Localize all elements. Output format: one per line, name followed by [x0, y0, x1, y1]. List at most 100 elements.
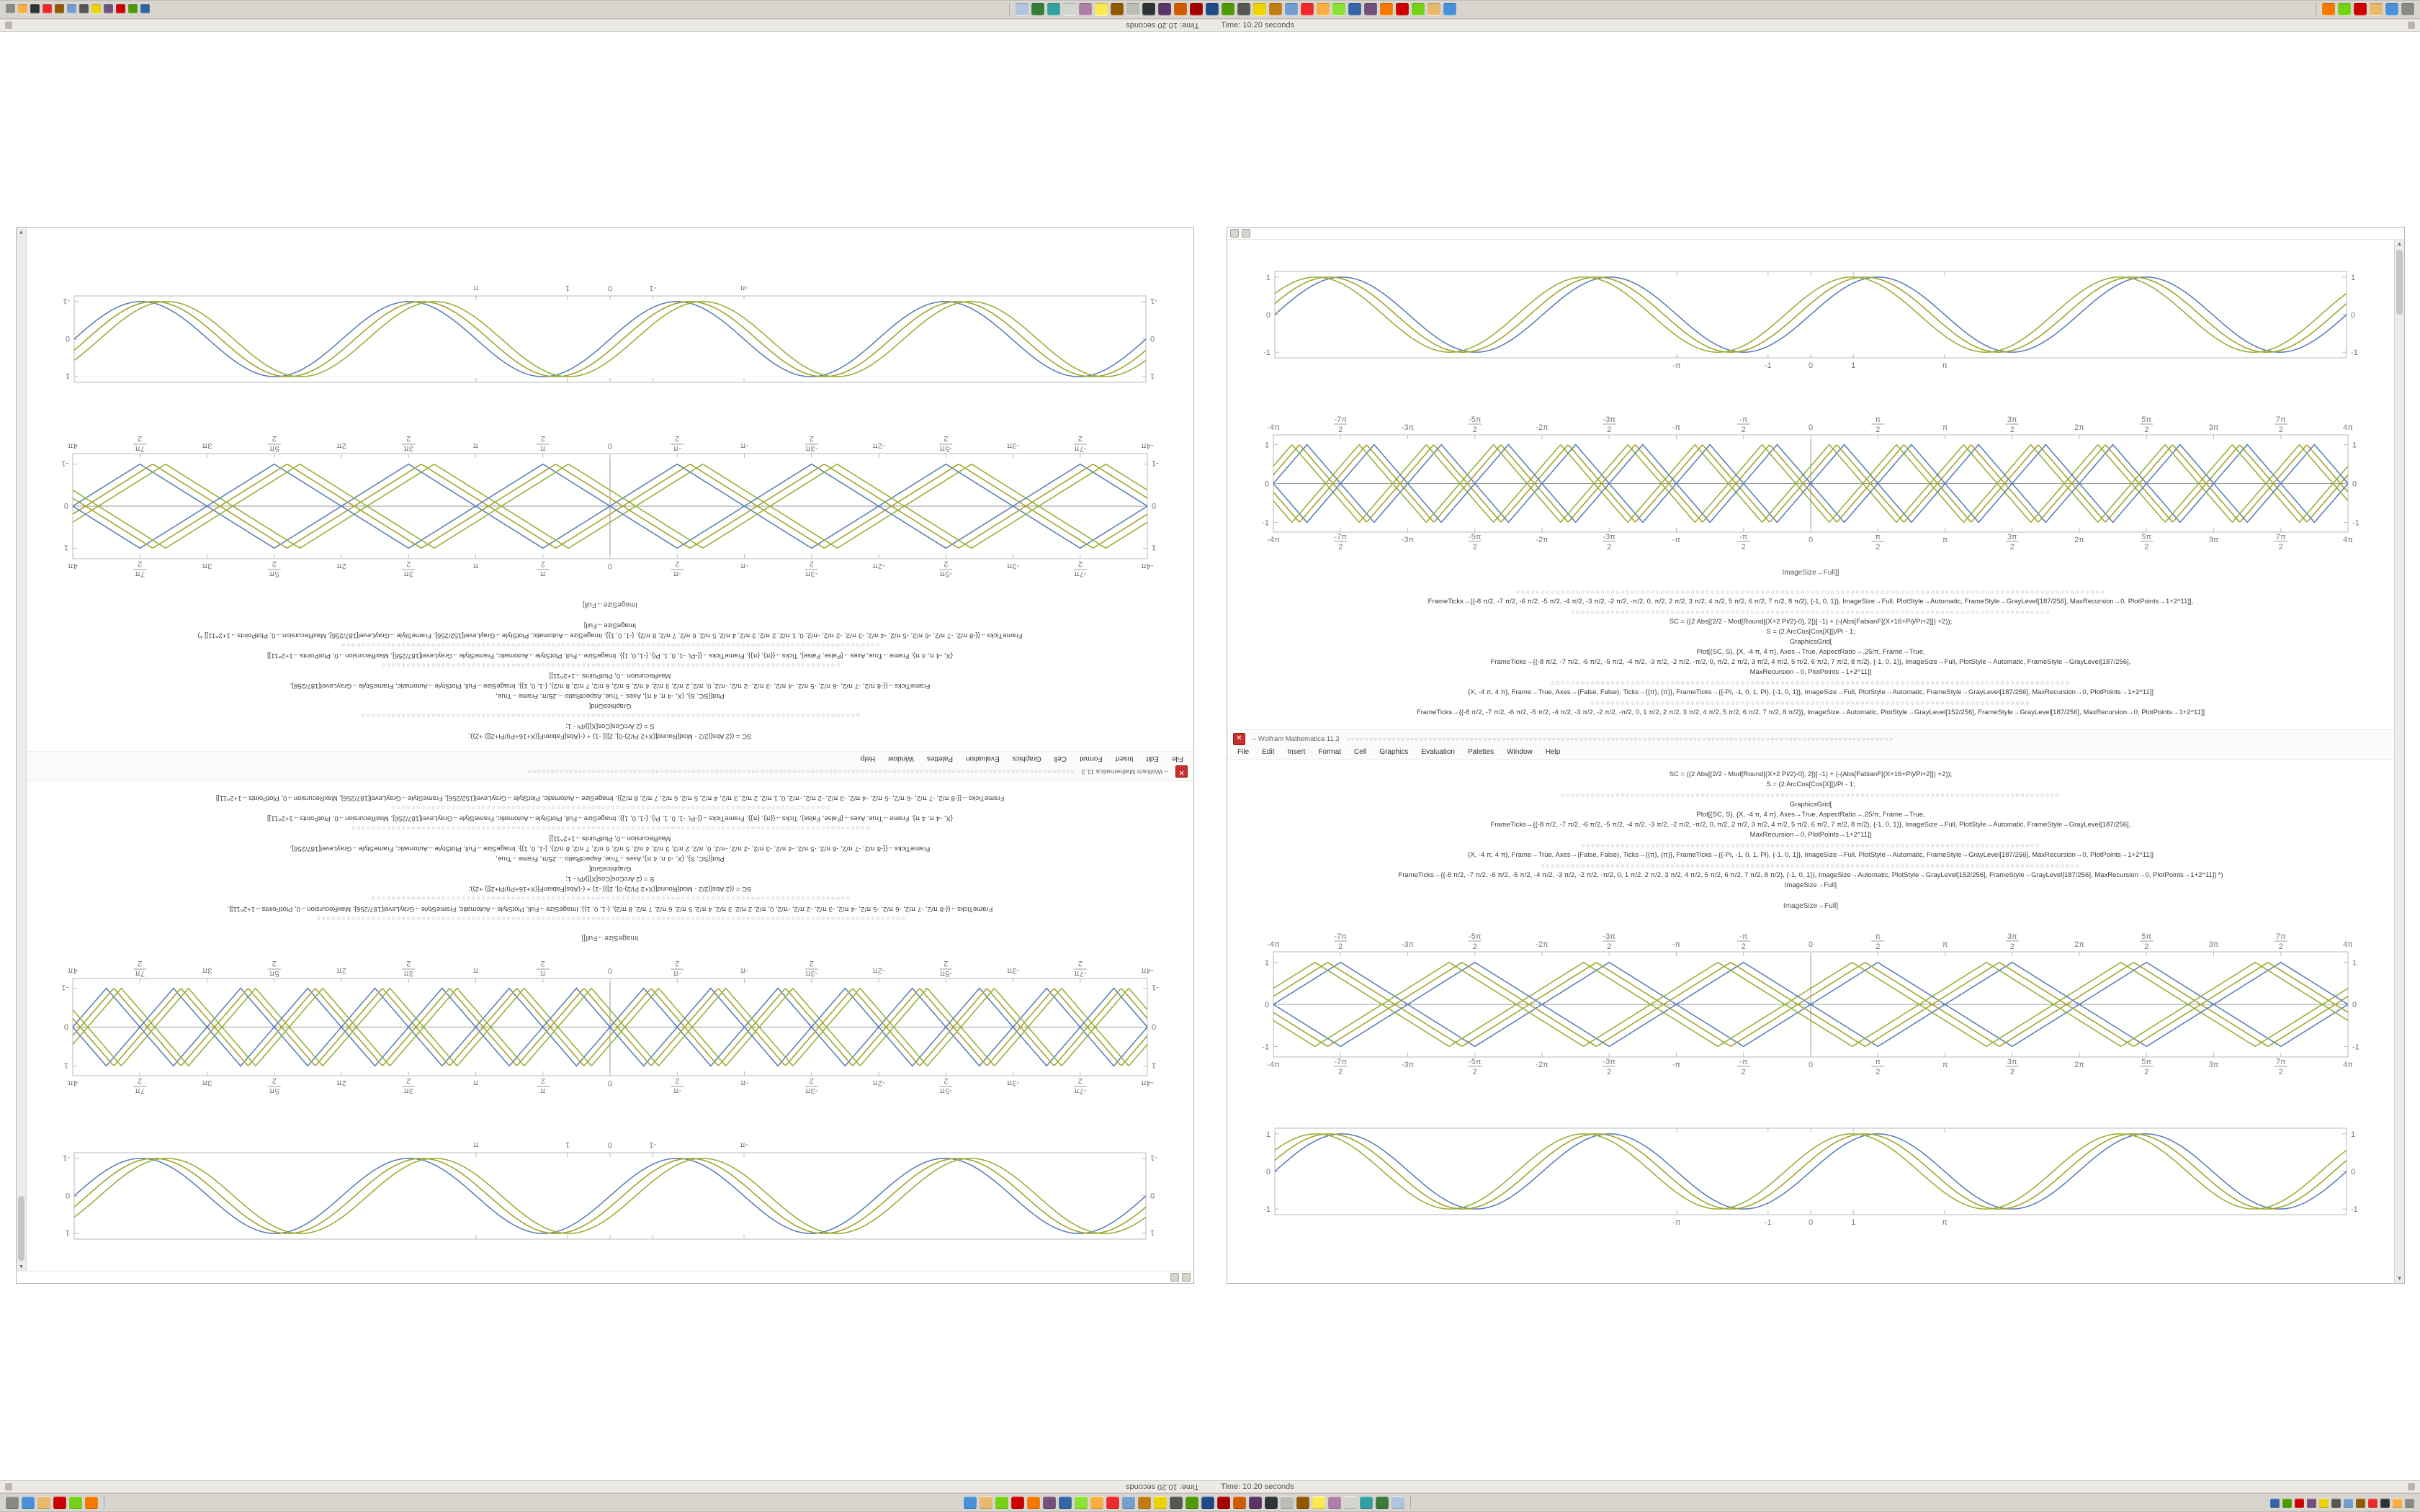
taskbar-app-icon[interactable]	[1222, 3, 1234, 16]
taskbar-app-icon[interactable]	[1031, 3, 1044, 16]
code-line[interactable]: ImageSize→Full]	[583, 621, 637, 629]
code-line[interactable]: GraphicsGrid[	[588, 702, 632, 710]
taskbar-app-icon[interactable]	[1106, 1496, 1119, 1509]
taskbar-app-icon[interactable]	[1344, 1496, 1357, 1509]
menu-item-insert[interactable]: Insert	[1115, 755, 1134, 763]
taskbar-launcher-icon[interactable]	[6, 1496, 19, 1509]
menu-item-cell[interactable]: Cell	[1054, 755, 1067, 763]
code-line[interactable]: MaxRecursion→0, PlotPoints→1+2^11]]	[549, 672, 671, 680]
scroll-down-icon[interactable]: ▼	[18, 229, 24, 235]
taskbar-tray-icon[interactable]	[67, 4, 76, 14]
code-line[interactable]: FrameTicks→{{-8 π/2, -7 π/2, -6 π/2, -5 …	[197, 631, 1023, 639]
code-line[interactable]: FrameTicks→{{-8 π/2, -7 π/2, -6 π/2, -5 …	[290, 682, 931, 690]
close-icon[interactable]: ✕	[1233, 732, 1245, 745]
code-line[interactable]: FrameTicks→{{-8 π/2, -7 π/2, -6 π/2, -5 …	[215, 794, 1005, 802]
taskbar-tray-icon[interactable]	[104, 4, 113, 14]
taskbar-app-icon[interactable]	[1079, 3, 1092, 16]
taskbar-app-icon[interactable]	[1170, 1496, 1183, 1509]
code-line[interactable]: S = (2 ArcCos[Cos[X]])/Pi - 1;	[565, 875, 655, 883]
taskbar-tray-icon[interactable]	[2331, 1498, 2341, 1508]
taskbar-app-icon[interactable]	[1174, 3, 1187, 16]
taskbar-app-icon[interactable]	[1090, 1496, 1103, 1509]
taskbar-app-icon[interactable]	[1396, 3, 1409, 16]
taskbar-app-icon[interactable]	[1332, 3, 1345, 16]
code-line[interactable]: Plot[{SC, S}, {X, -4 π, 4 π}, Axes→True,…	[1696, 811, 1925, 819]
code-line[interactable]: GraphicsGrid[	[1789, 801, 1832, 809]
code-line[interactable]: {X, -4 π, 4 π}, Frame→True, Axes→{False,…	[1468, 851, 2154, 859]
taskbar-tray-icon[interactable]	[79, 4, 89, 14]
code-line[interactable]: Plot[{SC, S}, {X, -4 π, 4 π}, Axes→True,…	[1696, 648, 1925, 656]
status-left-icon[interactable]	[2408, 22, 2415, 29]
status-right-icon[interactable]	[5, 22, 12, 29]
taskbar-app-icon[interactable]	[1380, 3, 1393, 16]
menu-item-format[interactable]: Format	[1079, 755, 1103, 763]
code-line[interactable]: FrameTicks→{{-8 π/2, -7 π/2, -6 π/2, -5 …	[227, 905, 993, 913]
taskbar-app-icon[interactable]	[1301, 3, 1314, 16]
taskbar-app-icon[interactable]	[1317, 3, 1330, 16]
status-left-icon[interactable]	[5, 1483, 12, 1490]
taskbar-app-icon[interactable]	[1111, 3, 1124, 16]
menu-item-format[interactable]: Format	[1318, 747, 1342, 756]
scroll-up-icon[interactable]: ▲	[18, 1264, 24, 1270]
taskbar-app-icon[interactable]	[1043, 1496, 1056, 1509]
taskbar-app-icon[interactable]	[1443, 3, 1456, 16]
taskbar-app-icon[interactable]	[1265, 1496, 1278, 1509]
scroll-down-icon[interactable]: ▼	[2396, 1275, 2403, 1282]
menu-item-help[interactable]: Help	[860, 755, 876, 763]
code-line[interactable]: GraphicsGrid[	[588, 865, 632, 873]
taskbar-tray-icon[interactable]	[116, 4, 125, 14]
code-line[interactable]: S = (2 ArcCos[Cos[X]])/Pi - 1;	[1766, 780, 1855, 788]
taskbar-app-icon[interactable]	[1059, 1496, 1072, 1509]
taskbar-tray-icon[interactable]	[2368, 1498, 2378, 1508]
taskbar-app-icon[interactable]	[1392, 1496, 1404, 1509]
menu-item-cell[interactable]: Cell	[1354, 747, 1367, 756]
taskbar-tray-icon[interactable]	[2307, 1498, 2316, 1508]
menu-item-evaluation[interactable]: Evaluation	[966, 755, 1000, 763]
taskbar-app-icon[interactable]	[1249, 1496, 1262, 1509]
code-line[interactable]: FrameTicks→{{-8 π/2, -7 π/2, -6 π/2, -5 …	[1428, 598, 2194, 606]
scrollbar-thumb[interactable]	[18, 1196, 24, 1261]
taskbar-app-icon[interactable]	[1348, 3, 1361, 16]
menu-item-palettes[interactable]: Palettes	[1468, 747, 1494, 756]
menu-item-help[interactable]: Help	[1545, 747, 1561, 756]
window-minimize-button[interactable]	[1242, 229, 1250, 238]
code-line[interactable]: SC = ((2 Abs[(2/2 - Mod[Round[(X+2 Pi/2)…	[1669, 618, 1953, 626]
taskbar-app-icon[interactable]	[1253, 3, 1266, 16]
vertical-scrollbar[interactable]: ▲ ▼	[17, 228, 27, 1271]
code-line[interactable]: S = (2 ArcCos[Cos[X]])/Pi - 1;	[565, 722, 655, 730]
menu-item-file[interactable]: File	[1171, 755, 1183, 763]
taskbar-tray-icon[interactable]	[2270, 1498, 2280, 1508]
menu-item-window[interactable]: Window	[1507, 747, 1533, 756]
taskbar-app-icon[interactable]	[1095, 3, 1108, 16]
taskbar-app-icon[interactable]	[1154, 1496, 1167, 1509]
taskbar-tray-icon[interactable]	[42, 4, 52, 14]
taskbar-tray-icon[interactable]	[18, 4, 27, 14]
code-line[interactable]: FrameTicks→{{-8 π/2, -7 π/2, -6 π/2, -5 …	[1490, 821, 2131, 829]
taskbar-app-icon[interactable]	[1364, 3, 1377, 16]
taskbar-app-icon[interactable]	[1281, 1496, 1294, 1509]
taskbar-app-icon[interactable]	[1285, 3, 1298, 16]
code-line[interactable]: FrameTicks→{{-8 π/2, -7 π/2, -6 π/2, -5 …	[1398, 871, 2223, 879]
code-line[interactable]: GraphicsGrid[	[1789, 638, 1832, 646]
menu-item-insert[interactable]: Insert	[1287, 747, 1306, 756]
menu-item-edit[interactable]: Edit	[1146, 755, 1159, 763]
code-line[interactable]: Plot[{SC, S}, {X, -4 π, 4 π}, Axes→True,…	[496, 692, 725, 700]
taskbar-tray-icon[interactable]	[2282, 1498, 2292, 1508]
taskbar-tray-icon[interactable]	[140, 4, 150, 14]
taskbar-tray-icon[interactable]	[30, 4, 40, 14]
taskbar-app-icon[interactable]	[1011, 1496, 1024, 1509]
window-menu-button[interactable]	[1182, 1273, 1191, 1282]
taskbar-launcher-icon[interactable]	[2338, 3, 2351, 16]
scrollbar-thumb[interactable]	[2396, 250, 2403, 315]
code-line[interactable]: SC = ((2 Abs[(2/2 - Mod[Round[(X+2 Pi/2)…	[468, 732, 752, 740]
taskbar-launcher-icon[interactable]	[37, 1496, 50, 1509]
vertical-scrollbar[interactable]: ▲ ▼	[2394, 240, 2404, 1283]
menu-item-graphics[interactable]: Graphics	[1379, 747, 1409, 756]
taskbar-app-icon[interactable]	[1016, 3, 1028, 16]
taskbar-app-icon[interactable]	[1047, 3, 1060, 16]
taskbar-tray-icon[interactable]	[2405, 1498, 2414, 1508]
scroll-up-icon[interactable]: ▲	[2396, 240, 2403, 247]
status-right-icon[interactable]	[2408, 1483, 2415, 1490]
close-icon[interactable]: ✕	[1175, 765, 1188, 778]
taskbar-launcher-icon[interactable]	[22, 1496, 35, 1509]
